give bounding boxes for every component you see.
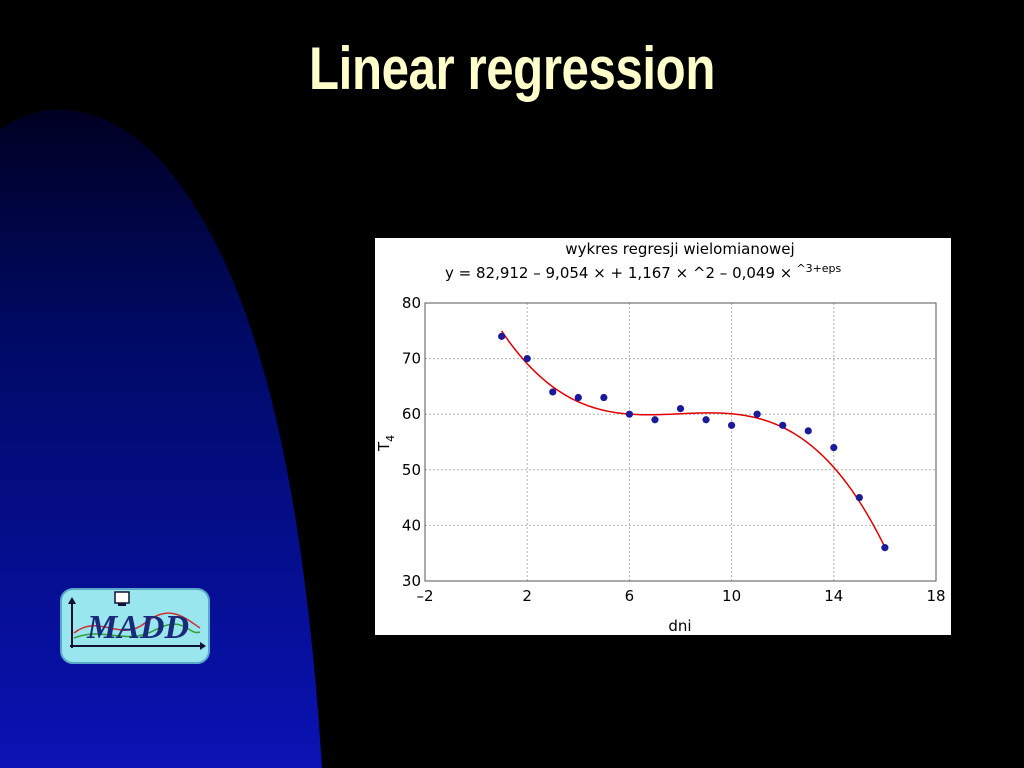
x-tick-label: 6 <box>625 587 635 605</box>
data-point <box>881 544 889 552</box>
x-tick-label: 2 <box>522 587 532 605</box>
y-tick-label: 80 <box>402 294 421 312</box>
data-point <box>779 421 787 429</box>
data-point <box>498 332 506 340</box>
computer-icon <box>114 591 130 604</box>
chart-subtitle-sup: ^3+eps <box>796 262 841 275</box>
y-tick-label: 40 <box>402 516 421 534</box>
data-point <box>625 410 633 418</box>
y-axis-label-sub: 4 <box>384 435 397 442</box>
y-axis-label: T4 <box>375 435 397 452</box>
y-tick-label: 30 <box>402 572 421 590</box>
logo-x-arrow-icon <box>200 642 206 650</box>
computer-stand-icon <box>118 603 126 606</box>
data-point <box>600 393 608 402</box>
data-point <box>574 393 582 402</box>
data-point <box>830 443 838 452</box>
data-point <box>676 405 685 413</box>
y-tick-label: 70 <box>402 350 421 368</box>
logo-wave-green <box>73 623 201 639</box>
data-point <box>855 494 863 502</box>
data-point <box>523 355 531 363</box>
data-points <box>498 332 889 552</box>
blue-arc-shape <box>0 109 322 768</box>
data-point <box>804 427 812 435</box>
x-axis-label: dni <box>668 617 691 635</box>
chart-title: wykres regresji wielomianowej <box>565 240 794 258</box>
y-axis-label-main: T <box>375 441 393 452</box>
x-tick-label: 18 <box>926 587 945 605</box>
logo-text: MADD <box>86 609 189 646</box>
data-point <box>651 416 659 424</box>
data-point <box>702 416 710 424</box>
grid <box>425 303 936 581</box>
chart-subtitle-main: y = 82,912 – 9,054 × + 1,167 × ^2 – 0,04… <box>445 264 792 282</box>
logo-y-arrow-icon <box>68 597 76 604</box>
plot-frame <box>424 302 937 582</box>
logo-wave-red <box>73 612 201 634</box>
data-point <box>728 421 736 429</box>
data-point <box>549 388 557 396</box>
chart-panel: wykres regresji wielomianowej y = 82,912… <box>375 238 951 635</box>
logo-frame <box>60 588 210 664</box>
x-tick-label: 10 <box>722 587 741 605</box>
y-tick-label: 60 <box>402 405 421 423</box>
axis-ticks: –2 2 6 10 14 18 30 40 50 60 70 80 <box>402 294 946 605</box>
chart-subtitle: y = 82,912 – 9,054 × + 1,167 × ^2 – 0,04… <box>445 262 842 282</box>
regression-chart: wykres regresji wielomianowej y = 82,912… <box>375 240 946 635</box>
regression-curve <box>501 330 886 548</box>
data-point <box>753 410 761 418</box>
x-tick-label: 14 <box>824 587 843 605</box>
y-tick-label: 50 <box>402 461 421 479</box>
slide-title: Linear regression <box>309 35 715 102</box>
madd-logo: MADD <box>60 588 210 664</box>
x-tick-label: –2 <box>416 587 433 605</box>
